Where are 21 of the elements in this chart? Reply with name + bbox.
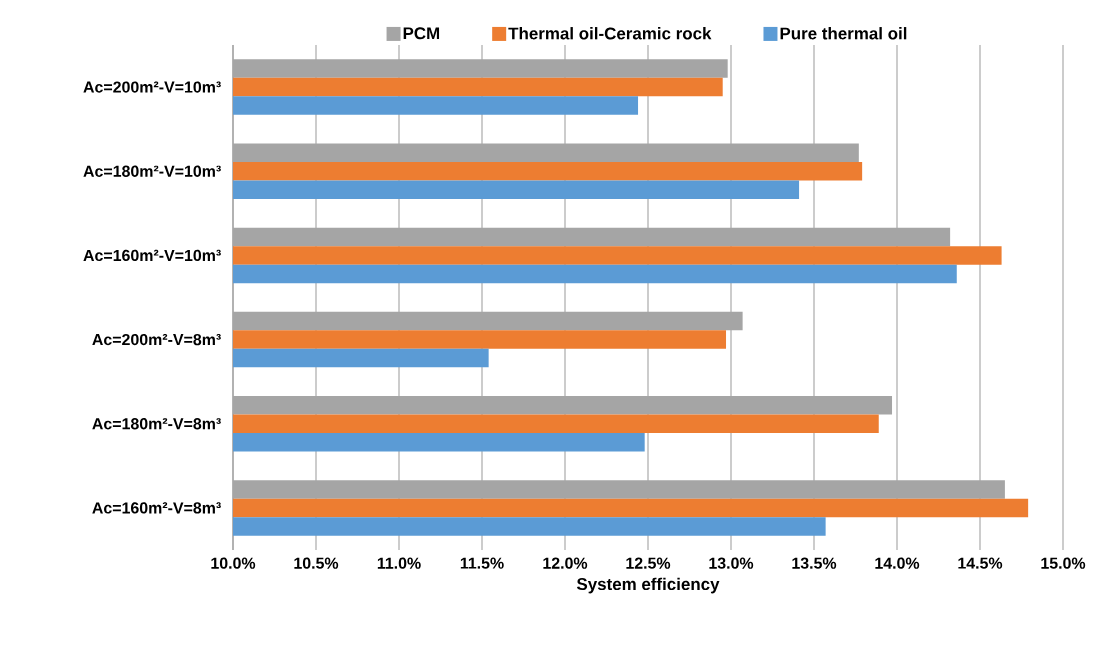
x-tick-label: 13.0% [709, 557, 754, 569]
y-tick-label: Ac=180m²-V=10m³ [83, 165, 221, 177]
y-tick-label: Ac=180m²-V=8m³ [92, 418, 221, 430]
x-tick-label: 11.0% [377, 557, 421, 569]
x-tick-label: 15.0% [1041, 557, 1086, 569]
legend-label: Pure thermal oil [780, 27, 907, 40]
x-tick-label: 10.0% [211, 557, 256, 569]
y-tick-label: Ac=200m²-V=8m³ [92, 333, 221, 346]
x-tick-label: 10.5% [294, 557, 339, 569]
x-tick-label: 14.0% [875, 557, 920, 569]
legend-label: PCM [403, 27, 440, 40]
x-tick-label: 11.5% [460, 557, 504, 569]
x-tick-label: 12.0% [543, 557, 588, 569]
y-tick-label: Ac=200m²-V=10m³ [83, 81, 221, 93]
x-tick-label: 14.5% [958, 557, 1003, 569]
y-tick-label: Ac=160m²-V=8m³ [92, 502, 221, 514]
x-tick-label: 12.5% [626, 557, 671, 569]
legend-label: Thermal oil-Ceramic rock [508, 27, 712, 40]
y-tick-label: Ac=160m²-V=10m³ [83, 249, 221, 262]
x-tick-label: 13.5% [792, 557, 837, 569]
x-axis-title: System efficiency [576, 577, 720, 594]
